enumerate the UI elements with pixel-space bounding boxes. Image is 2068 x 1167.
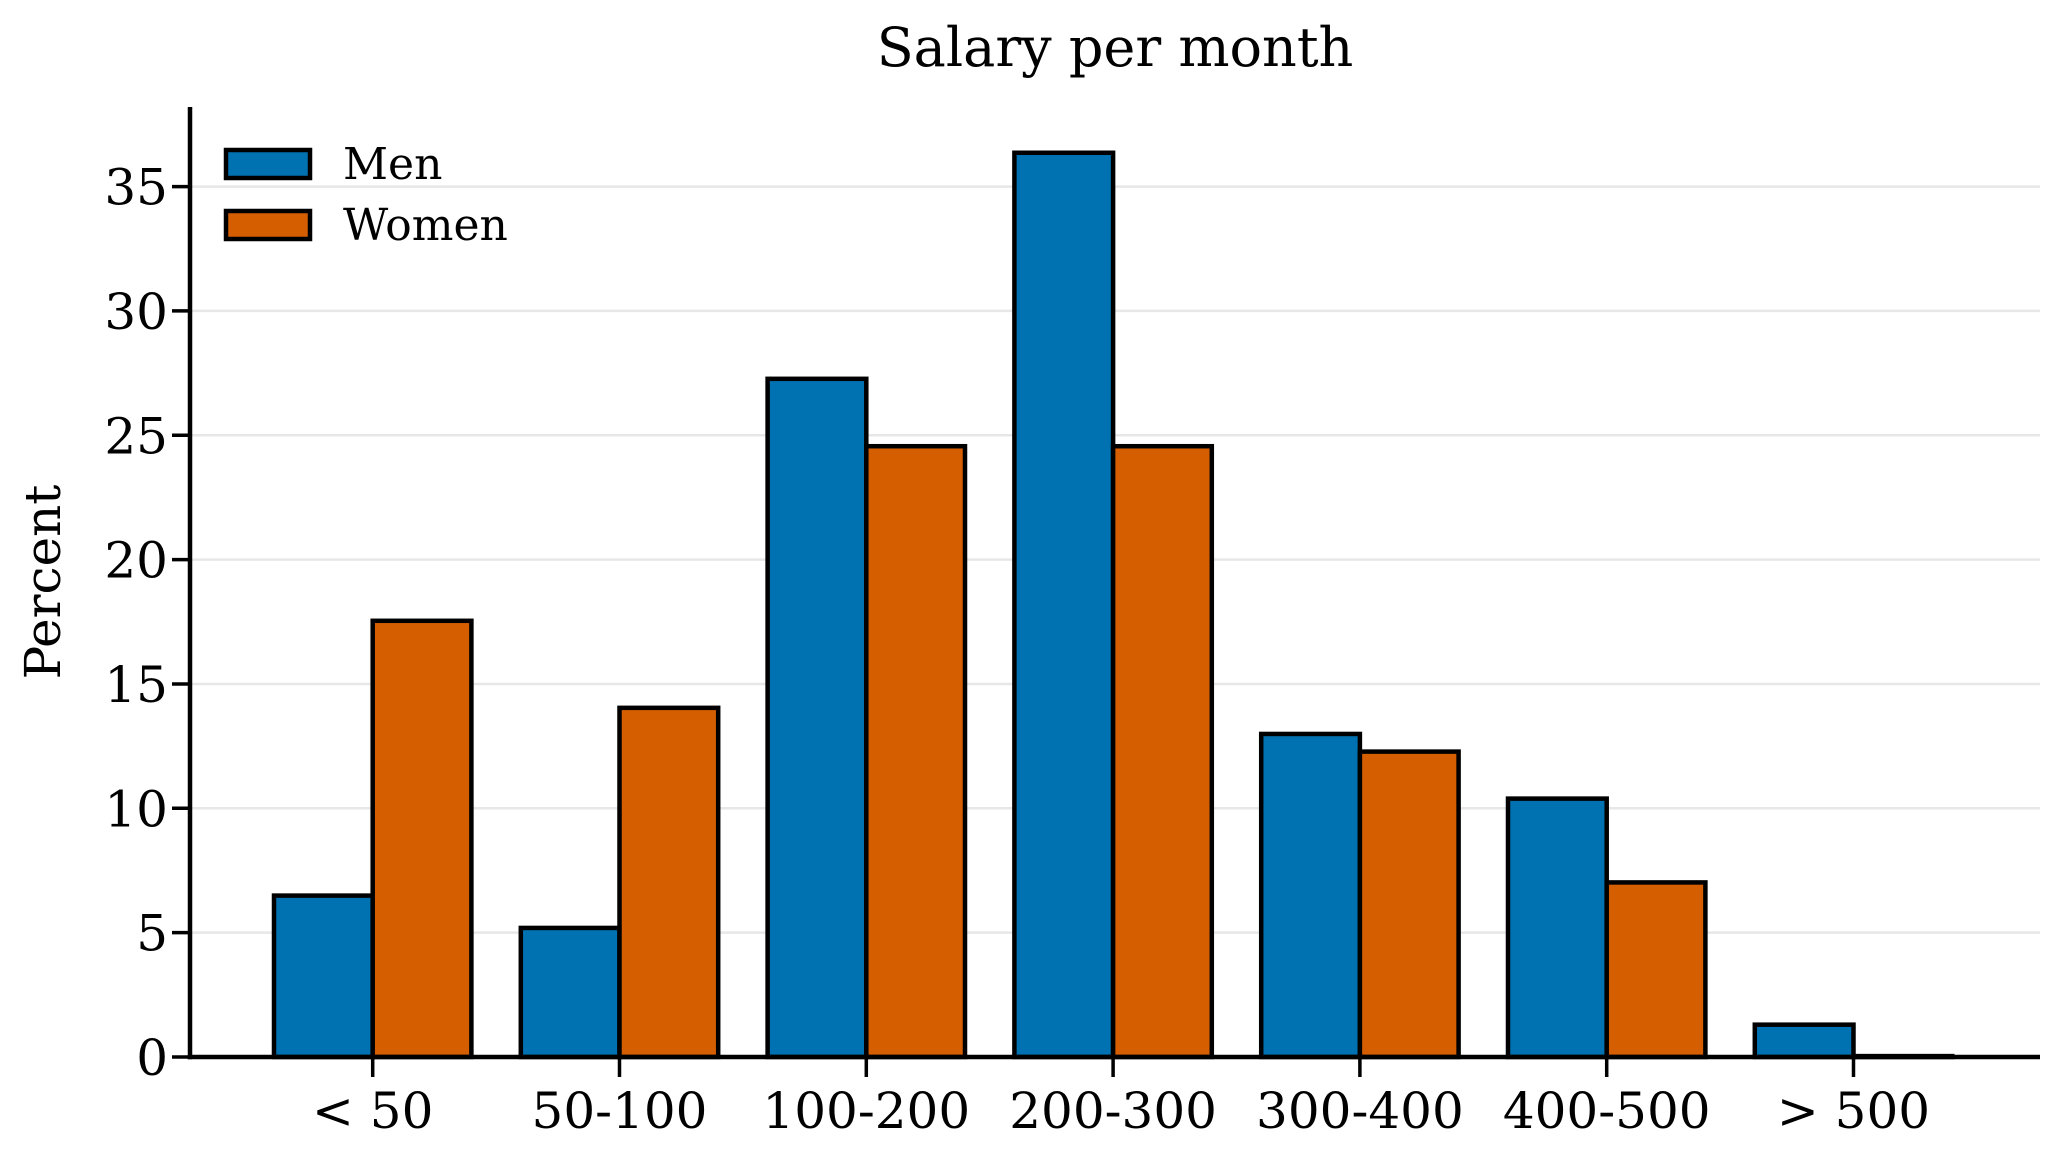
- bar-women-< 50: [370, 618, 474, 1060]
- legend: Men Women: [223, 139, 508, 251]
- x-tick-label-100-200: 100-200: [762, 1082, 970, 1140]
- axis-ticks: [172, 184, 1856, 1077]
- bar-men-400-500: [1505, 796, 1609, 1060]
- y-tick-label-30: 30: [104, 283, 168, 341]
- legend-swatch-men: [223, 147, 313, 181]
- bar-men-300-400: [1258, 731, 1363, 1060]
- y-axis-label: Percent: [14, 485, 72, 680]
- bar-women-100-200: [864, 443, 968, 1060]
- legend-label-women: Women: [343, 200, 508, 251]
- y-tick-label-0: 0: [136, 1029, 168, 1087]
- x-tick-label-50-100: 50-100: [532, 1082, 708, 1140]
- bars: [271, 150, 1955, 1060]
- bar-men-> 500: [1752, 1022, 1856, 1060]
- y-tick-label-5: 5: [136, 905, 168, 963]
- bar-women-300-400: [1357, 749, 1461, 1060]
- x-tick-label-< 50: < 50: [312, 1082, 433, 1140]
- legend-swatch-women: [223, 208, 313, 242]
- y-tick-label-35: 35: [104, 159, 168, 217]
- bar-men-200-300: [1012, 150, 1116, 1060]
- bar-women-50-100: [617, 705, 721, 1060]
- tick-labels: 0 5 10 15 20 25 30 35 < 50 50-100 100-200 200-300 30…: [104, 159, 1930, 1140]
- y-tick-label-15: 15: [104, 656, 168, 714]
- bar-men-100-200: [765, 376, 869, 1060]
- legend-label-men: Men: [343, 139, 442, 190]
- bar-women-200-300: [1110, 443, 1215, 1060]
- bar-men-50-100: [518, 925, 622, 1060]
- bar-women-400-500: [1604, 880, 1708, 1060]
- y-tick-label-10: 10: [104, 780, 168, 838]
- chart-title: Salary per month: [877, 16, 1354, 79]
- x-tick-label-200-300: 200-300: [1009, 1082, 1217, 1140]
- bar-men-< 50: [271, 893, 375, 1060]
- y-tick-label-25: 25: [104, 407, 168, 465]
- x-tick-label-400-500: 400-500: [1503, 1082, 1711, 1140]
- x-tick-label-300-400: 300-400: [1256, 1082, 1464, 1140]
- y-tick-label-20: 20: [104, 532, 168, 590]
- x-tick-label-> 500: > 500: [1777, 1082, 1930, 1140]
